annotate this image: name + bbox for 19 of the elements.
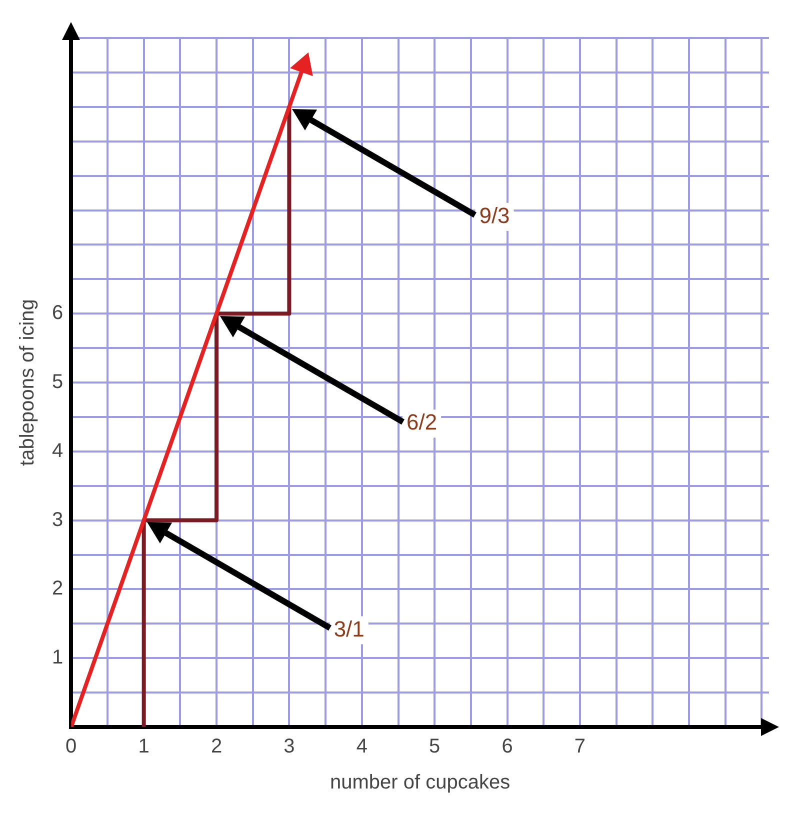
y-tick-label: 2 — [52, 578, 64, 600]
y-axis-title: tablepoons of icing — [16, 299, 39, 466]
x-axis-title: number of cupcakes — [330, 772, 510, 794]
x-tick-label: 5 — [429, 736, 440, 758]
y-tick-label: 5 — [52, 371, 64, 394]
x-tick-label: 2 — [210, 736, 222, 758]
x-tick-label: 1 — [138, 736, 150, 758]
y-tick-label: 4 — [52, 440, 64, 462]
x-tick-label: 3 — [284, 736, 295, 758]
y-tick-label: 1 — [52, 646, 64, 669]
x-tick-label: 7 — [574, 736, 586, 758]
x-tick-label: 6 — [502, 736, 513, 758]
annotation: 6/2 — [406, 410, 438, 435]
y-tick-label: 6 — [52, 302, 64, 324]
annotation: 9/3 — [479, 202, 510, 228]
annotation: 3/1 — [334, 616, 364, 642]
x-tick-label: 0 — [66, 736, 77, 758]
y-tick-label: 3 — [52, 508, 64, 531]
x-tick-label: 4 — [356, 736, 368, 758]
